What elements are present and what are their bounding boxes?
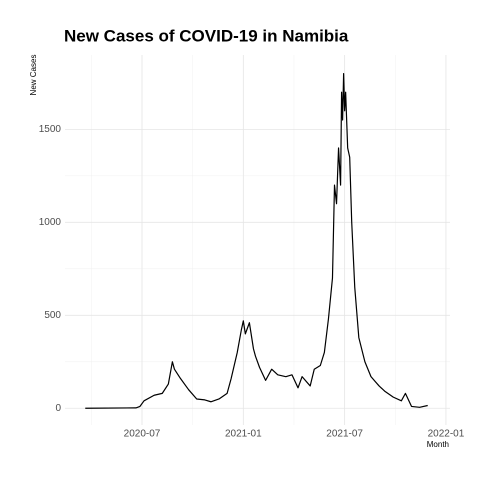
chart-title: New Cases of COVID-19 in Namibia [64,26,349,45]
y-tick-label: 1000 [39,217,62,228]
x-axis-label: Month [427,440,449,449]
data-line [85,72,428,409]
x-tick-label: 2022-01 [428,429,465,440]
y-axis-label: New Cases [29,55,38,96]
x-tick-label: 2020-07 [124,429,161,440]
y-tick-label: 1500 [39,124,62,135]
x-tick-label: 2021-01 [225,429,262,440]
x-tick-label: 2021-07 [326,429,363,440]
y-tick-label: 0 [55,403,61,414]
y-tick-label: 500 [44,310,61,321]
